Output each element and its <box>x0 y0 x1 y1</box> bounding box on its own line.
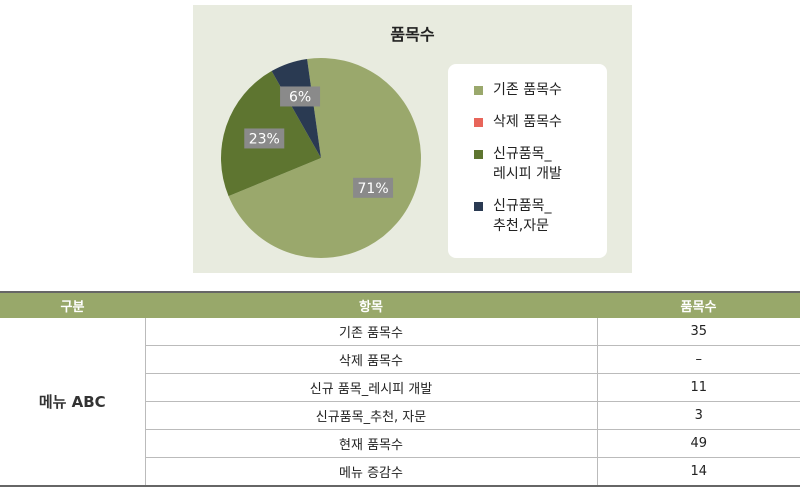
table-cell: 기존 품목수 <box>144 318 597 346</box>
table-row: 신규품목_추천, 자문 3 <box>0 401 800 430</box>
pie-slice <box>271 58 321 159</box>
legend-label: 기존 품목수 <box>493 82 562 98</box>
header-row: 구분 항목 품목수 <box>0 291 800 318</box>
header-cell: 품목수 <box>597 291 800 318</box>
table-row: 메뉴 증감수 14 <box>0 457 800 487</box>
table-row: 신규 품목_레시피 개발 11 <box>0 373 800 402</box>
data-label: 6% <box>289 89 311 105</box>
pie: 71% 23% 6% <box>221 58 421 258</box>
table-cell: – <box>596 345 800 374</box>
legend-label: 삭제 품목수 <box>493 114 562 130</box>
table-cell: 현재 품목수 <box>144 429 597 458</box>
legend-item: 신규품목_ 추천,자문 <box>474 196 607 236</box>
table-cell: 신규품목_추천, 자문 <box>144 401 597 430</box>
pie-slice <box>228 58 421 258</box>
legend-label: 신규품목_ 레시피 개발 <box>493 146 562 182</box>
table-cell: 35 <box>596 318 800 346</box>
table-cell: 신규 품목_레시피 개발 <box>144 373 597 402</box>
table-cell: 49 <box>596 429 800 458</box>
table-row: 삭제 품목수 – <box>0 345 800 374</box>
table-row: 현재 품목수 49 <box>0 429 800 458</box>
header-cell: 항목 <box>145 291 597 318</box>
header-cell: 구분 <box>0 291 145 318</box>
group-cell: 메뉴 ABC <box>0 318 145 487</box>
legend-item: 삭제 품목수 <box>474 112 607 132</box>
legend-swatch <box>474 150 483 159</box>
data-label-box <box>353 177 394 198</box>
legend-swatch <box>474 118 483 127</box>
legend-swatch <box>474 202 483 211</box>
legend-item: 기존 품목수 <box>474 80 607 100</box>
table: 구분 항목 품목수 메뉴 ABC 기존 품목수 35 삭제 품목수 – 신규 품목_레시피 개… <box>0 291 800 487</box>
table-row: 메뉴 ABC 기존 품목수 35 <box>0 318 800 487</box>
chart-title: 품목수 <box>390 25 435 44</box>
data-label-box <box>244 128 285 149</box>
data-label: 23% <box>249 131 280 147</box>
legend-item: 신규품목_ 레시피 개발 <box>474 144 607 184</box>
table-cell: 메뉴 증감수 <box>144 457 597 487</box>
table-cell: 삭제 품목수 <box>144 345 597 374</box>
table-cell: 14 <box>596 457 800 487</box>
data-label-box <box>280 86 321 107</box>
table-body: 메뉴 ABC 기존 품목수 35 삭제 품목수 – 신규 품목_레시피 개발 11 신규품목_… <box>0 318 800 487</box>
legend-swatch <box>474 86 483 95</box>
table-cell: 3 <box>596 401 800 430</box>
table-cell: 11 <box>596 373 800 402</box>
data-label: 71% <box>358 181 389 197</box>
legend-label: 신규품목_ 추천,자문 <box>493 198 552 234</box>
